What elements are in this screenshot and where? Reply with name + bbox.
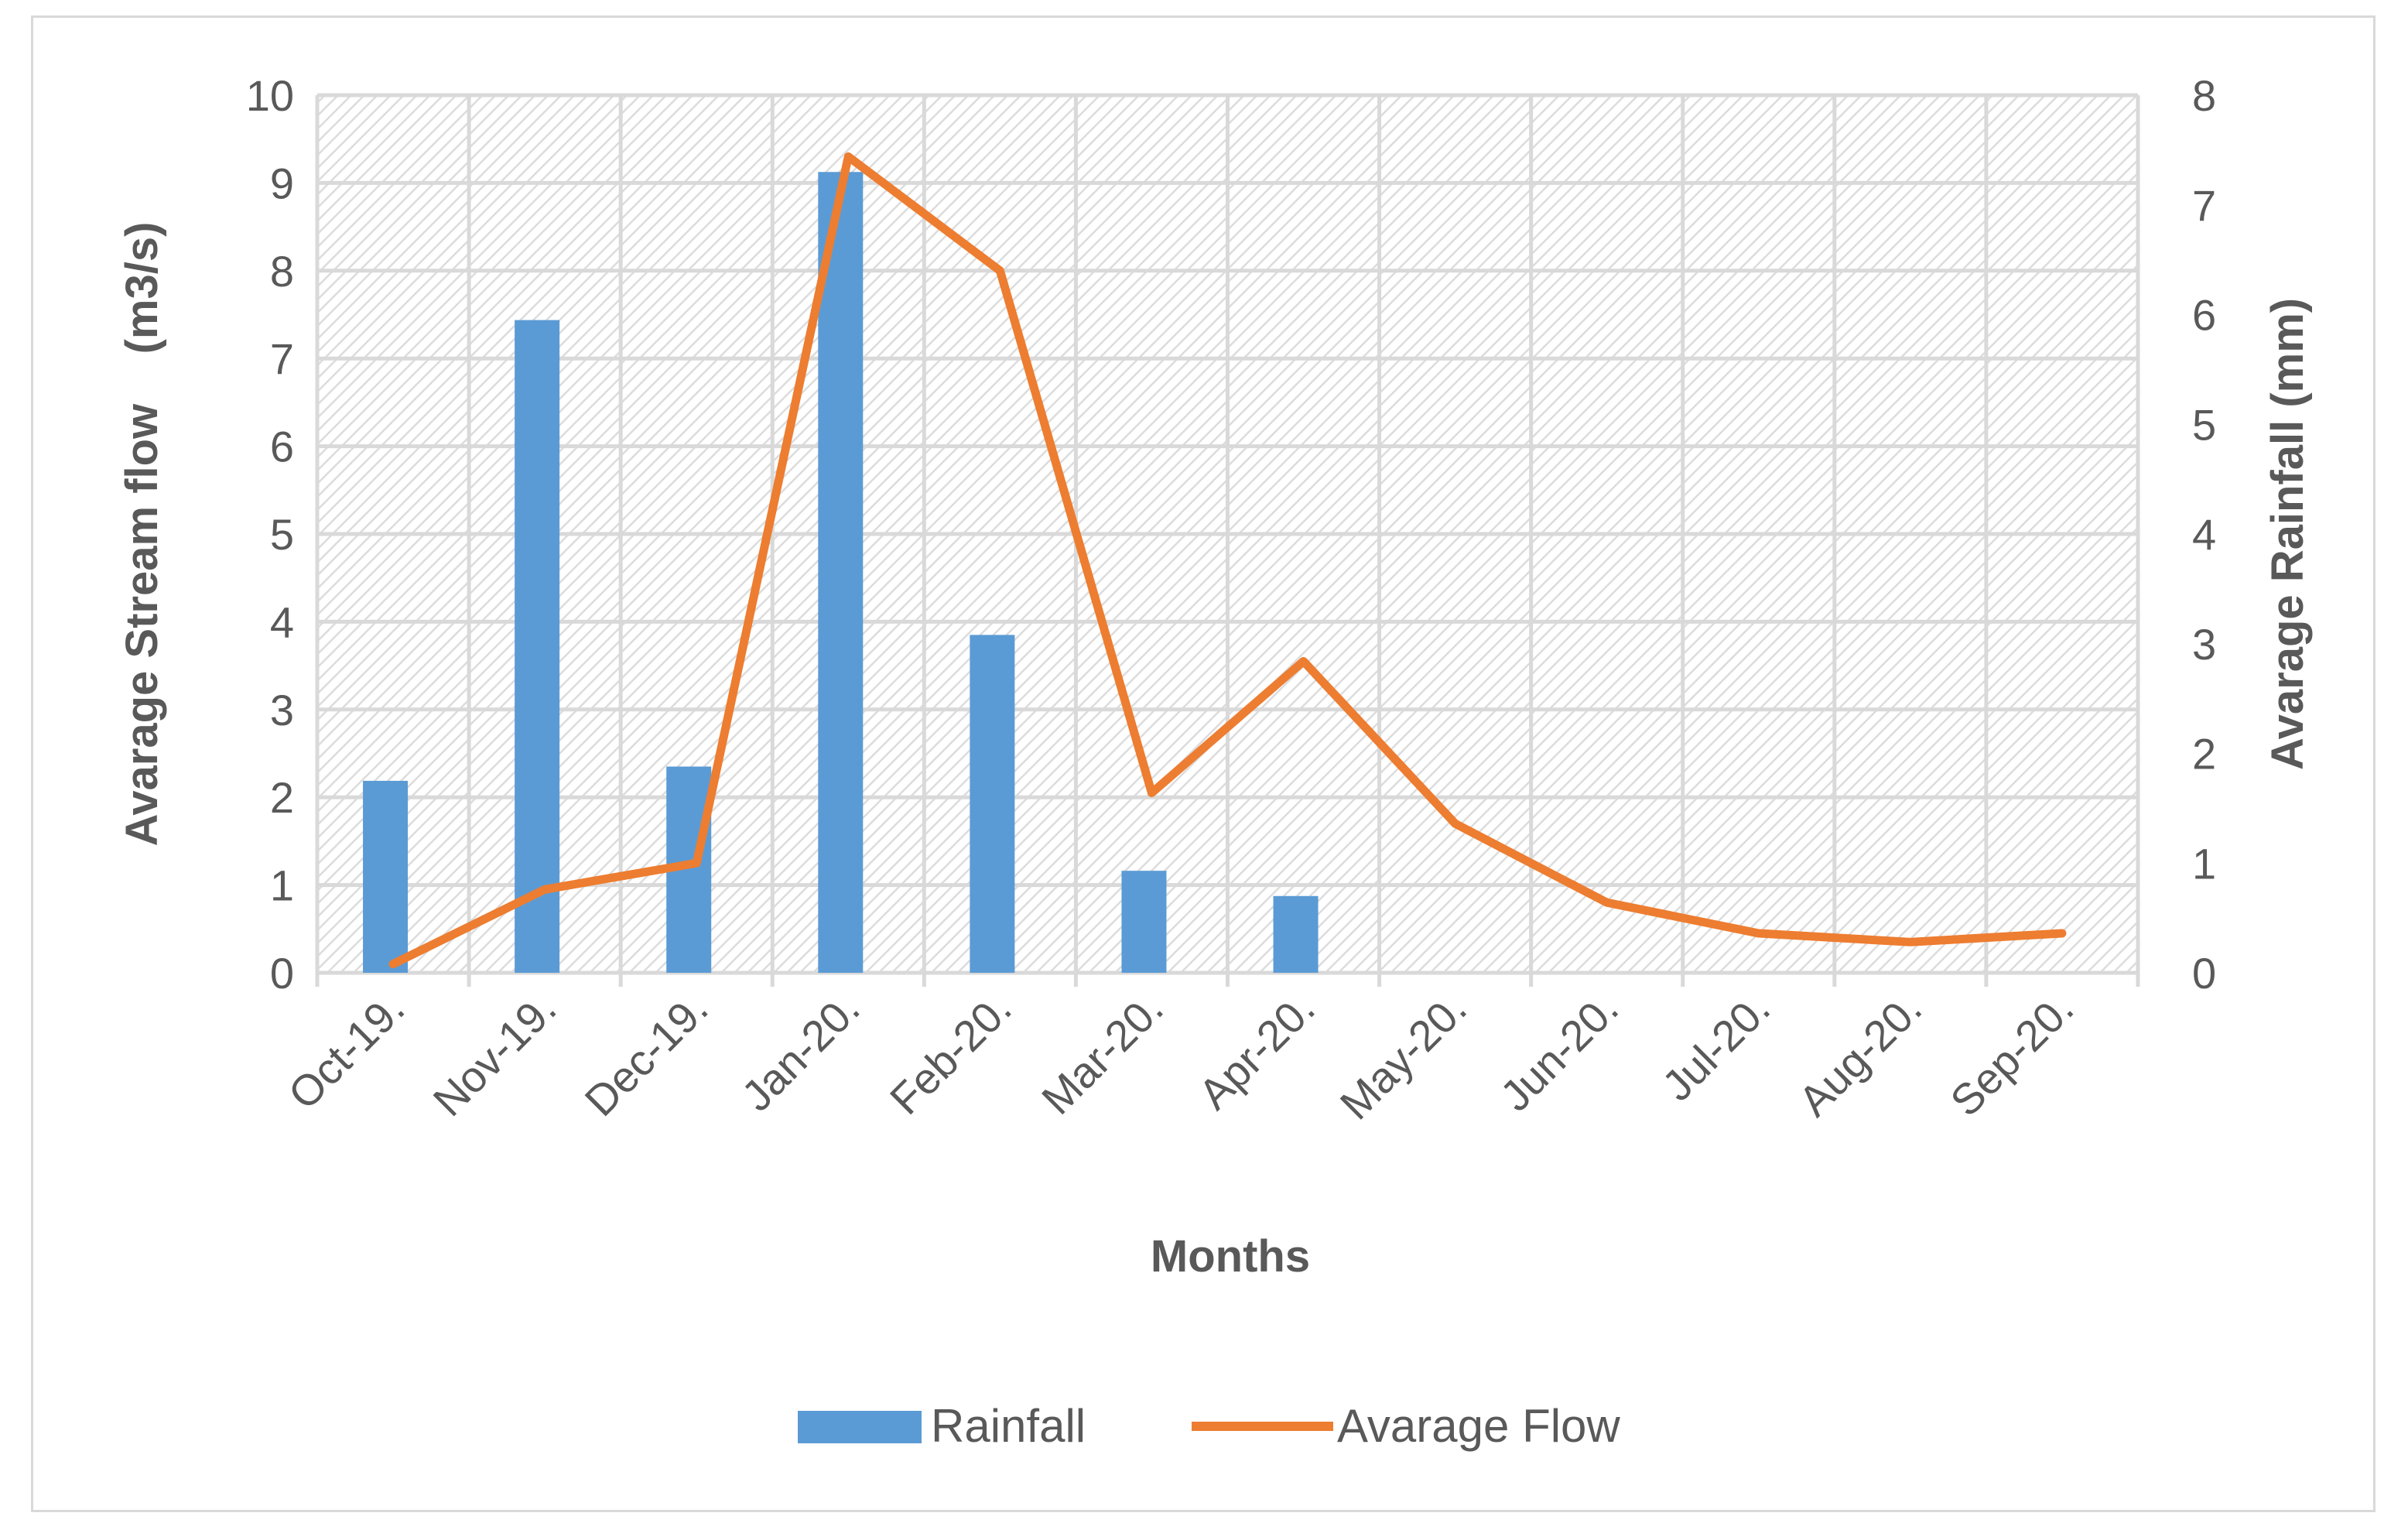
right-tick-label: 8	[2192, 71, 2216, 120]
x-tick-label: Apr-20.	[1189, 984, 1324, 1118]
left-tick-label: 10	[246, 71, 294, 120]
x-tick-label: Jan-20.	[732, 984, 869, 1121]
x-tick-label: Dec-19.	[575, 984, 717, 1125]
right-tick-label: 0	[2192, 949, 2216, 998]
rainfall-bar-apr-20	[1273, 895, 1319, 973]
left-tick-label: 1	[270, 861, 294, 910]
rainfall-bar-nov-19	[515, 320, 560, 973]
x-tick-label: Nov-19.	[423, 984, 565, 1125]
x-tick-label: Aug-20.	[1789, 984, 1931, 1125]
right-tick-label: 3	[2192, 620, 2216, 669]
axes	[315, 970, 2140, 987]
left-tick-label: 8	[270, 247, 294, 296]
x-tick-label: Sep-20.	[1941, 984, 2082, 1125]
x-tick-label: Feb-20.	[881, 984, 1021, 1124]
gridlines	[315, 93, 2140, 975]
x-tick-label: Jun-20.	[1491, 984, 1628, 1121]
rainfall-bar-feb-20	[970, 635, 1015, 973]
legend-flow-label: Avarage Flow	[1337, 1400, 1620, 1452]
right-tick-label: 5	[2192, 400, 2216, 449]
x-axis-ticks: Oct-19. Nov-19. Dec-19. Jan-20. Feb-20. Mar-2…	[279, 984, 2082, 1129]
x-tick-label: Mar-20.	[1032, 984, 1172, 1124]
left-tick-label: 9	[270, 159, 294, 207]
x-tick-label: May-20.	[1331, 984, 1476, 1129]
right-tick-label: 6	[2192, 291, 2216, 340]
x-tick-label: Oct-19.	[279, 984, 413, 1118]
right-axis-title: Avarage Rainfall (mm)	[2263, 298, 2313, 770]
legend: Rainfall Avarage Flow	[798, 1400, 1620, 1452]
x-tick-label: Jul-20.	[1653, 984, 1779, 1110]
left-tick-label: 2	[270, 773, 294, 822]
left-tick-label: 0	[270, 949, 294, 998]
avarage-flow-line	[388, 152, 2067, 969]
rainfall-bars	[363, 172, 1319, 974]
right-tick-label: 4	[2192, 510, 2216, 559]
left-axis-title: Avarage Stream flow (m3/s)	[117, 222, 167, 847]
right-tick-label: 1	[2192, 839, 2216, 888]
chart-frame: 0 1 2 3 4 5 6 7 8 9 10 0 1 2 3 4 5 6 7 8 Oct-19. Nov-19. Dec…	[31, 15, 2376, 1512]
right-tick-label: 7	[2192, 181, 2216, 230]
left-tick-label: 3	[270, 686, 294, 734]
legend-rainfall-label: Rainfall	[931, 1400, 1086, 1452]
x-axis-title: Months	[1151, 1231, 1310, 1282]
rainfall-bar-oct-19	[363, 780, 409, 973]
combo-chart: 0 1 2 3 4 5 6 7 8 9 10 0 1 2 3 4 5 6 7 8 Oct-19. Nov-19. Dec…	[117, 71, 2313, 1452]
legend-rainfall-swatch	[798, 1411, 922, 1443]
right-axis-ticks: 0 1 2 3 4 5 6 7 8	[2192, 71, 2216, 998]
left-tick-label: 4	[270, 597, 294, 646]
left-axis-ticks: 0 1 2 3 4 5 6 7 8 9 10	[246, 71, 294, 998]
left-tick-label: 7	[270, 334, 294, 383]
flow-line	[388, 152, 2067, 969]
left-tick-label: 5	[270, 510, 294, 559]
rainfall-bar-jan-20	[818, 172, 864, 974]
left-tick-label: 6	[270, 423, 294, 471]
rainfall-bar-mar-20	[1121, 871, 1167, 973]
right-tick-label: 2	[2192, 730, 2216, 779]
